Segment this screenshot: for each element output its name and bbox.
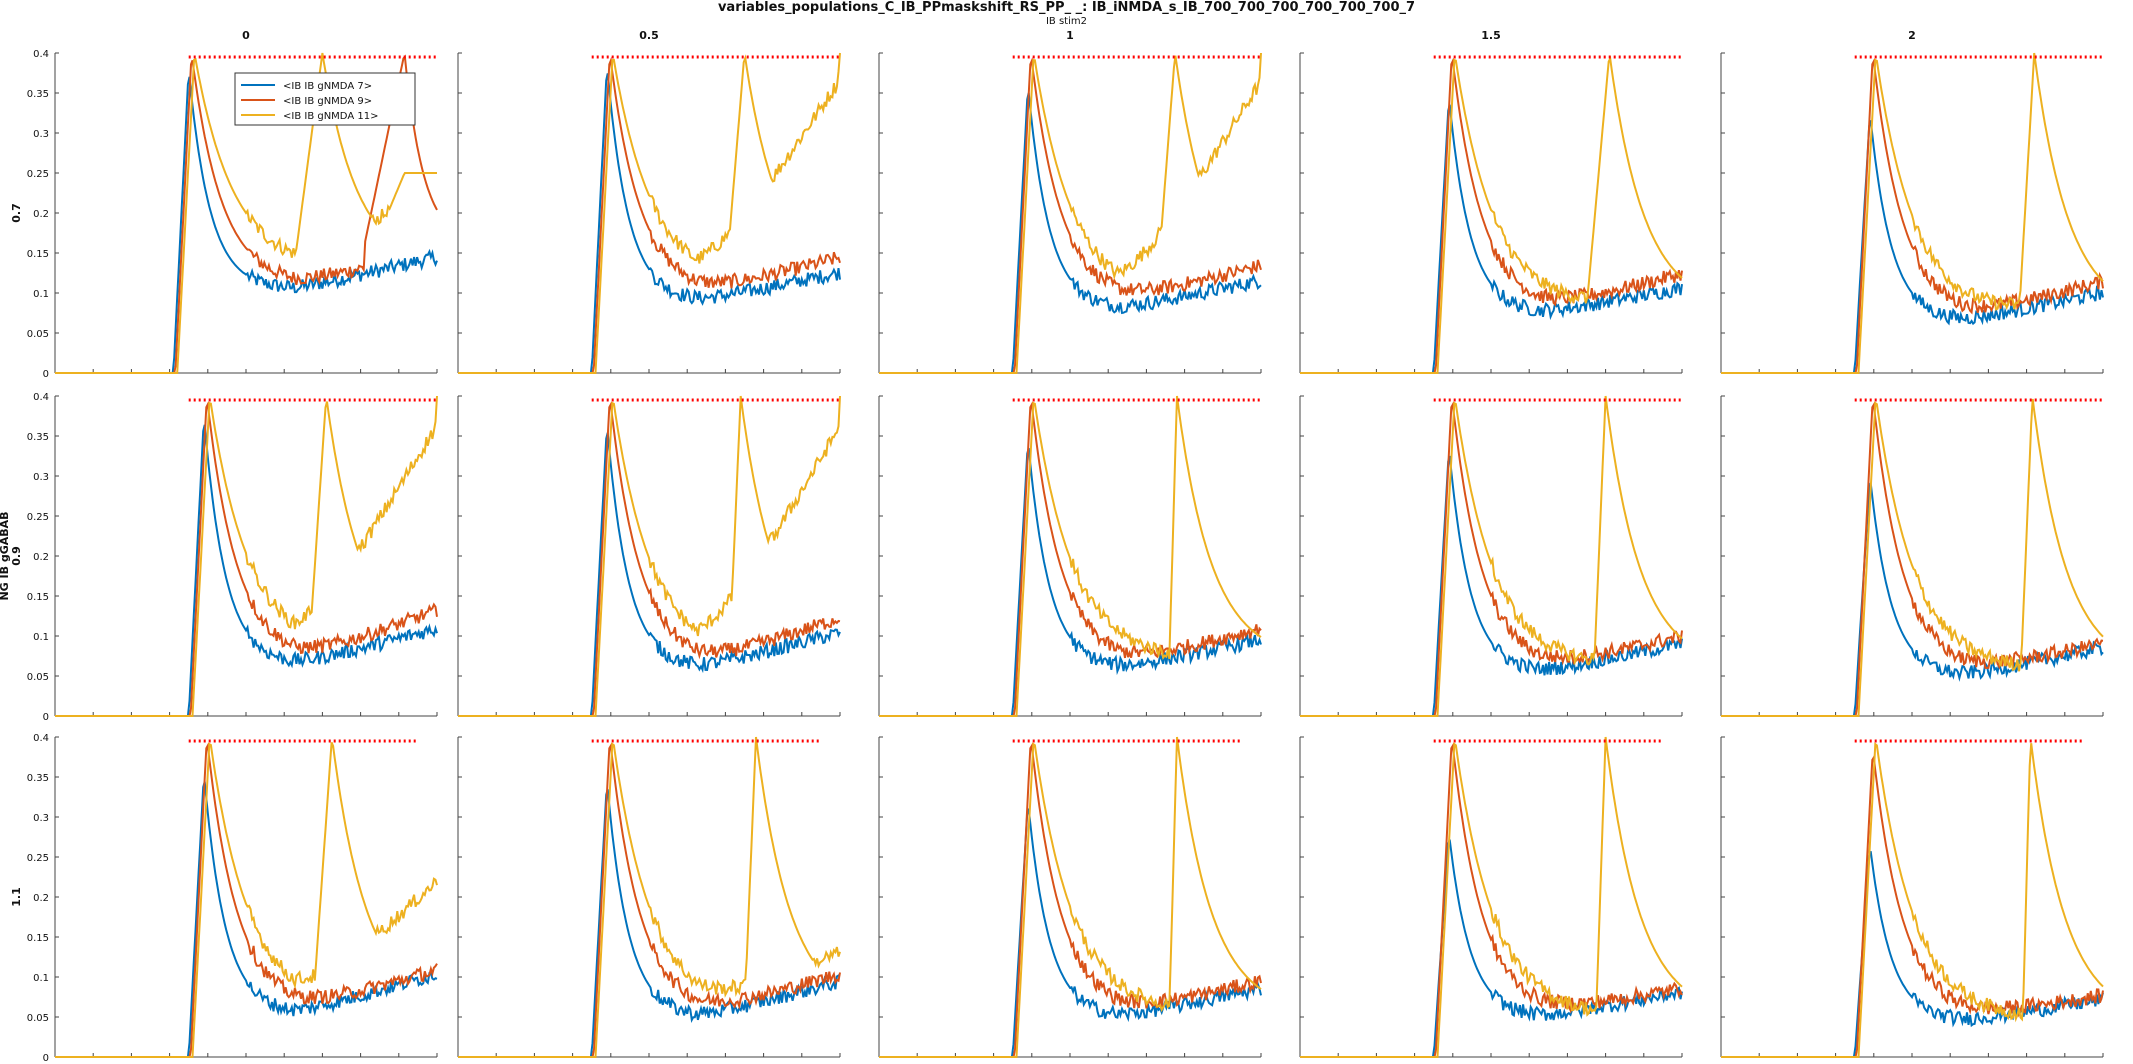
panel: 00.050.10.150.20.250.30.350.402004006008… <box>10 733 438 1064</box>
y-tick-label: 0.15 <box>27 933 49 944</box>
series-line <box>55 781 438 1058</box>
y-tick-label: 0 <box>43 1053 49 1064</box>
series-line <box>1300 736 1683 1058</box>
y-tick-label: 0.15 <box>27 249 49 260</box>
series-line <box>458 56 841 374</box>
y-tick-label: 0.35 <box>27 432 49 443</box>
column-label: 2 <box>1908 29 1916 42</box>
series-line <box>1300 57 1683 374</box>
column-label: 1.5 <box>1481 29 1501 42</box>
series-line <box>458 52 841 374</box>
series-line <box>458 73 841 374</box>
panel: 0200400600800100012001400160018002000 <box>878 736 1262 1058</box>
y-tick-label: 0 <box>43 712 49 723</box>
panel <box>457 395 841 717</box>
y-tick-label: 0.3 <box>33 472 49 483</box>
row-group-label: NG IB gGABAB <box>0 511 11 600</box>
y-tick-label: 0.3 <box>33 813 49 824</box>
panel: 0 0.05 0.1 0.15 0.2 0.25 0.3 0.35 0.4 0.9 <box>10 392 438 723</box>
legend-entry: <IB IB gNMDA 7> <box>283 81 372 92</box>
y-tick-label: 0.35 <box>27 89 49 100</box>
legend-entry: <IB IB gNMDA 9> <box>283 96 372 107</box>
y-tick-label: 0.2 <box>33 893 49 904</box>
column-group-label: IB stim2 <box>1045 16 1087 27</box>
panel <box>878 395 1262 717</box>
panel: 0.5 <box>457 29 841 374</box>
series-line <box>458 736 841 1058</box>
y-tick-label: 0.05 <box>27 1013 49 1024</box>
column-label: 0 <box>242 29 250 42</box>
series-line <box>1300 839 1683 1058</box>
series-line <box>55 742 438 1058</box>
panel <box>1720 395 2104 717</box>
y-tick-label: 0.1 <box>33 632 49 643</box>
y-tick-label: 0.4 <box>33 392 49 403</box>
series-line <box>879 57 1262 374</box>
y-tick-label: 0.25 <box>27 853 49 864</box>
y-tick-label: 0.35 <box>27 773 49 784</box>
panel: 0200400600800100012001400160018002000 <box>1720 736 2104 1058</box>
y-tick-label: 0.2 <box>33 552 49 563</box>
row-label: 0.9 <box>10 546 23 566</box>
series-line <box>55 52 437 374</box>
series-line <box>458 432 841 717</box>
panel: 0200400600800100012001400160018002000 <box>1299 736 1683 1058</box>
series-line <box>55 395 438 717</box>
series-line <box>458 789 841 1058</box>
y-tick-label: 0.25 <box>27 169 49 180</box>
series-line <box>1721 850 2104 1058</box>
y-tick-label: 0.05 <box>27 672 49 683</box>
series-line <box>458 395 841 717</box>
series-line <box>1721 401 2104 717</box>
series-line <box>879 742 1262 1058</box>
row-label: 0.7 <box>10 203 23 223</box>
y-tick-label: 0.4 <box>33 49 49 60</box>
series-line <box>1721 398 2104 717</box>
series-line <box>1300 395 1683 717</box>
legend: <IB IB gNMDA 7> <IB IB gNMDA 9> <IB IB gNM… <box>234 72 416 126</box>
series-line <box>458 742 841 1058</box>
panel <box>1299 395 1683 717</box>
series-line <box>1300 455 1683 717</box>
y-tick-label: 0.05 <box>27 329 49 340</box>
series-line <box>879 395 1262 717</box>
series-line <box>879 52 1262 374</box>
y-tick-label: 0.4 <box>33 733 49 744</box>
figure-title: variables_populations_C_IB_PPmaskshift_R… <box>717 0 1416 15</box>
y-tick-label: 0.25 <box>27 512 49 523</box>
series-line <box>1721 52 2104 374</box>
series-line <box>1300 55 1683 374</box>
series-line <box>55 424 438 717</box>
y-tick-label: 0.15 <box>27 592 49 603</box>
column-label: 0.5 <box>639 29 659 42</box>
series-line <box>879 736 1262 1058</box>
panel: 0 0.05 0.1 0.15 0.2 0.25 0.3 0.35 0.4 0 0.7 <box>10 29 438 380</box>
panel: 1.5 <box>1299 29 1683 374</box>
y-tick-label: 0.1 <box>33 973 49 984</box>
legend-entry: <IB IB gNMDA 11> <box>283 111 378 122</box>
panel: 1 <box>878 29 1262 374</box>
panel: 2 <box>1720 29 2104 374</box>
series-line <box>879 447 1262 717</box>
y-tick-label: 0 <box>43 369 49 380</box>
panel: 0200400600800100012001400160018002000 <box>457 736 841 1058</box>
y-tick-label: 0.1 <box>33 289 49 300</box>
y-tick-label: 0.2 <box>33 209 49 220</box>
series-line <box>879 808 1262 1058</box>
y-tick-label: 0.3 <box>33 129 49 140</box>
series-line <box>1721 742 2104 1058</box>
row-label: 1.1 <box>10 887 23 907</box>
column-label: 1 <box>1066 29 1074 42</box>
